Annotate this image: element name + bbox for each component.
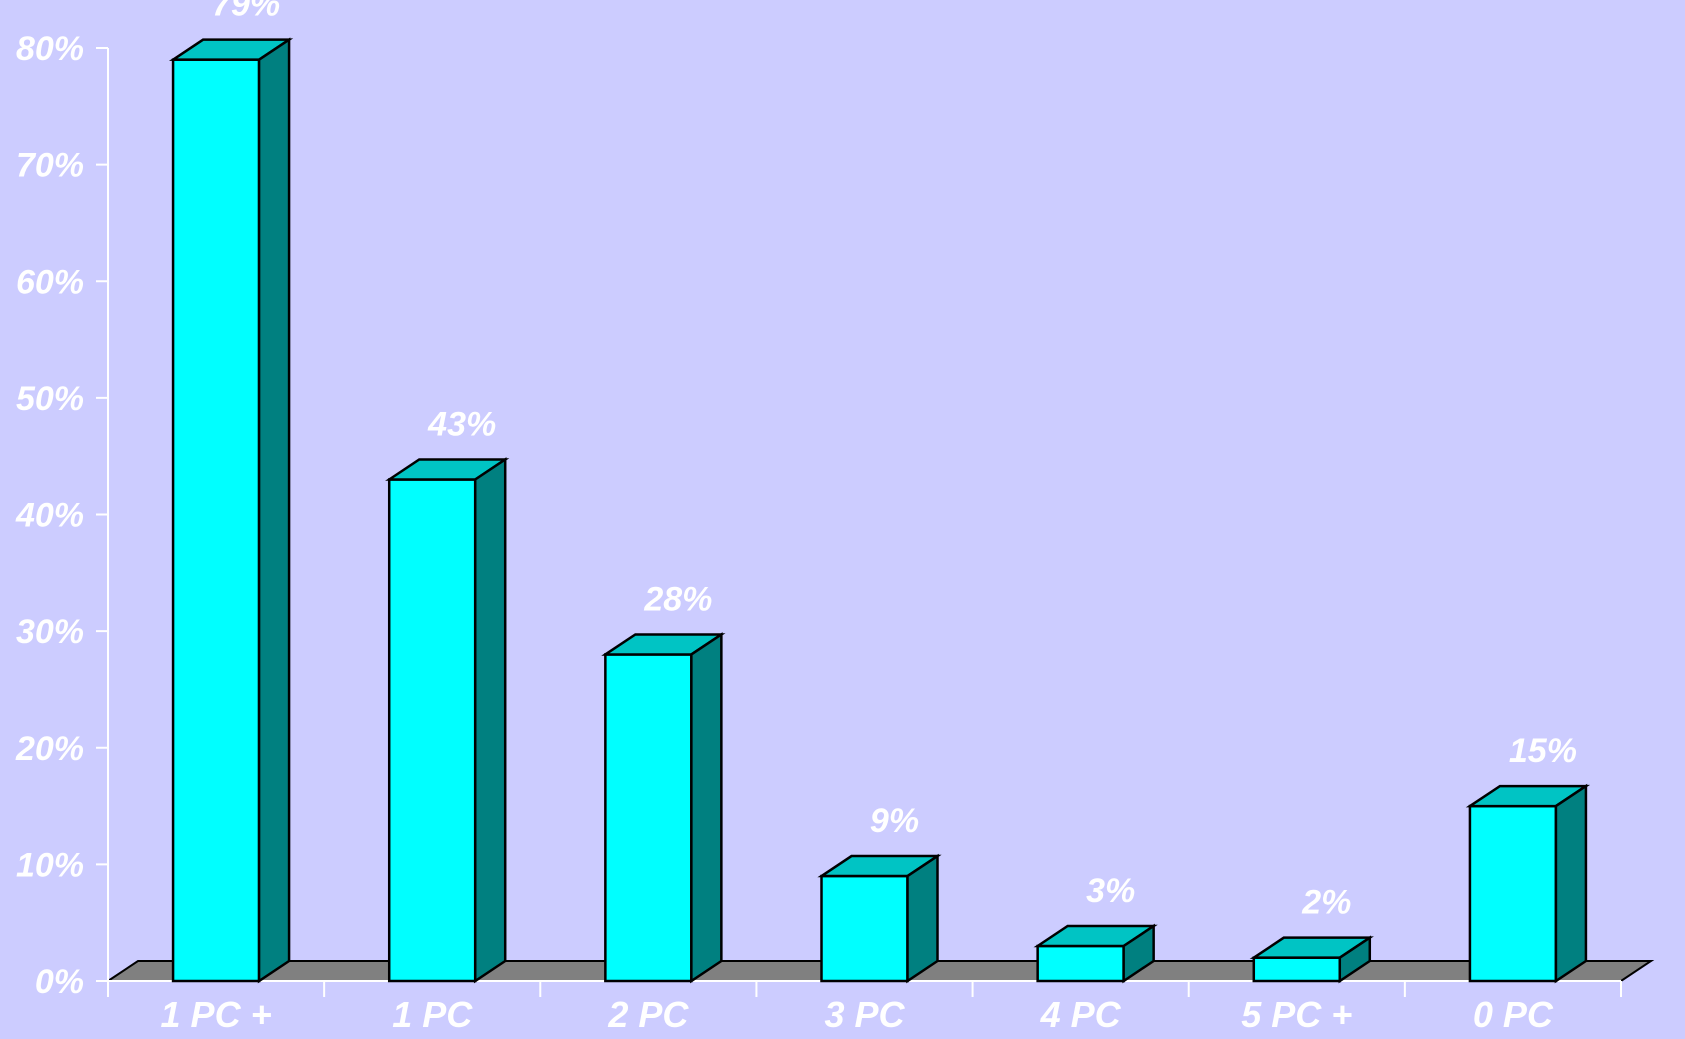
- y-axis: 0% 10% 20% 30% 40% 50% 60% 70% 80%: [15, 30, 109, 1001]
- bar-front-face: [1036, 944, 1125, 983]
- bar: [168, 37, 294, 984]
- bar-side-face: [1554, 783, 1588, 984]
- y-tick-label: 0%: [35, 963, 84, 1001]
- x-tick-label: 0 PC: [1473, 994, 1554, 1035]
- data-label: 3%: [1086, 872, 1135, 910]
- bar: [1249, 935, 1374, 984]
- bar-front-face: [171, 58, 261, 983]
- bar-side-face: [906, 853, 939, 984]
- bar-series: [168, 37, 1591, 984]
- bar-front-face: [1468, 804, 1558, 983]
- y-tick-label: 20%: [15, 730, 84, 768]
- x-tick-label: 4 PC: [1040, 994, 1122, 1035]
- y-tick-label: 10%: [16, 846, 84, 884]
- y-tick-label: 60%: [16, 263, 84, 301]
- bar-front-face: [387, 478, 477, 983]
- bar: [1465, 783, 1591, 984]
- bar-side-face: [473, 457, 507, 984]
- bar-front-face: [604, 653, 693, 983]
- y-tick-label: 30%: [16, 613, 84, 651]
- data-label: 15%: [1509, 732, 1577, 770]
- bar-side-face: [257, 37, 291, 984]
- bar-front-face: [1252, 956, 1342, 983]
- data-label: 28%: [643, 580, 712, 618]
- y-tick-label: 40%: [15, 497, 84, 535]
- bar-side-face: [1338, 935, 1372, 984]
- data-label: 79%: [212, 0, 280, 24]
- bar: [817, 853, 942, 984]
- data-label: 43%: [427, 406, 496, 444]
- x-tick-label: 1 PC: [392, 994, 473, 1035]
- x-tick-label: 1 PC +: [161, 994, 272, 1035]
- bar-front-face: [820, 874, 909, 983]
- y-tick-label: 50%: [16, 380, 84, 418]
- bar-side-face: [690, 632, 723, 984]
- bar-side-face: [1122, 923, 1155, 984]
- data-labels: 79% 43% 28% 9% 3% 2% 15%: [212, 0, 1577, 922]
- x-tick-label: 5 PC +: [1241, 994, 1352, 1035]
- data-label: 2%: [1301, 884, 1351, 922]
- bar: [1033, 923, 1158, 984]
- bar: [385, 457, 510, 984]
- bar: [601, 632, 726, 984]
- y-tick-label: 70%: [16, 147, 84, 185]
- x-tick-label: 2 PC: [607, 994, 689, 1035]
- x-axis: 1 PC + 1 PC 2 PC 3 PC 4 PC 5 PC + 0 PC: [107, 980, 1622, 1035]
- data-label: 9%: [870, 802, 919, 840]
- y-tick-label: 80%: [16, 30, 84, 68]
- x-tick-label: 3 PC: [824, 994, 905, 1035]
